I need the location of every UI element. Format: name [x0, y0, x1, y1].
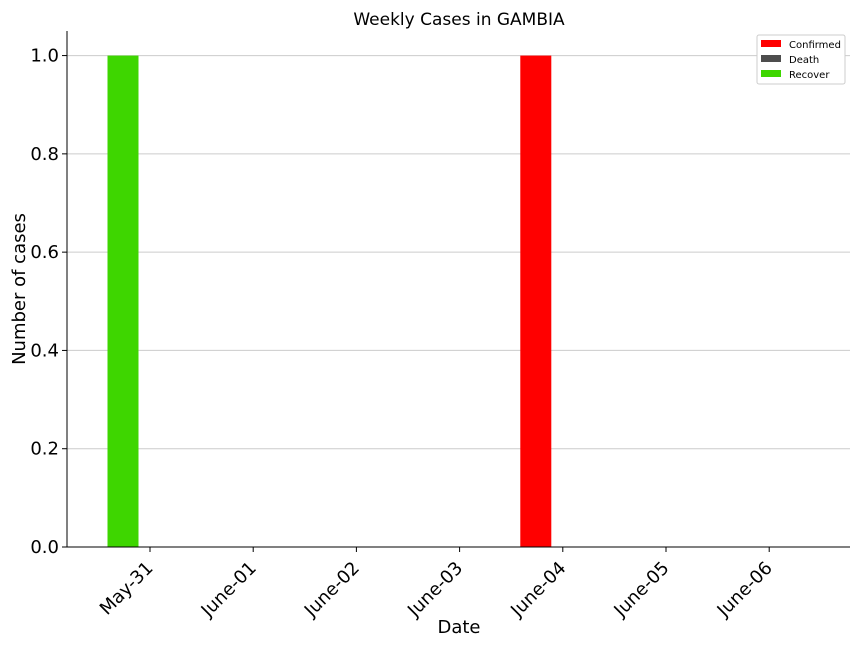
x-tick-label: June-03 — [403, 558, 467, 622]
y-tick-label: 1.0 — [30, 46, 59, 67]
gridlines — [67, 55, 850, 450]
y-tick-label: 0.0 — [30, 537, 59, 558]
x-tick-label: May-31 — [96, 558, 158, 620]
axes — [66, 31, 850, 548]
legend-label-confirmed: Confirmed — [789, 40, 841, 51]
bar-recover — [107, 55, 139, 547]
x-ticks: May-31 June-01 June-02 June-03 June-04 June-0… — [96, 547, 777, 622]
y-tick-label: 0.8 — [30, 144, 59, 165]
chart-title: Weekly Cases in GAMBIA — [353, 10, 565, 30]
legend-swatch-confirmed — [761, 40, 781, 47]
legend-label-recover: Recover — [789, 70, 830, 81]
y-axis-label: Number of cases — [9, 213, 30, 365]
x-tick-label: June-04 — [506, 558, 570, 622]
x-tick-label: June-05 — [609, 558, 673, 622]
x-tick-label: June-01 — [197, 558, 261, 622]
y-tick-label: 0.4 — [30, 340, 59, 361]
legend-swatch-death — [761, 55, 781, 62]
legend-swatch-recover — [761, 70, 781, 77]
x-tick-label: June-02 — [300, 558, 364, 622]
x-axis-label: Date — [437, 617, 480, 638]
y-tick-label: 0.2 — [30, 439, 59, 460]
y-ticks: 0.0 0.2 0.4 0.6 0.8 1.0 — [30, 46, 67, 558]
legend: Confirmed Death Recover — [756, 34, 846, 85]
y-tick-label: 0.6 — [30, 242, 59, 263]
legend-label-death: Death — [789, 55, 819, 66]
bars — [107, 55, 552, 547]
bar-confirmed — [520, 55, 552, 547]
x-tick-label: June-06 — [713, 558, 777, 622]
